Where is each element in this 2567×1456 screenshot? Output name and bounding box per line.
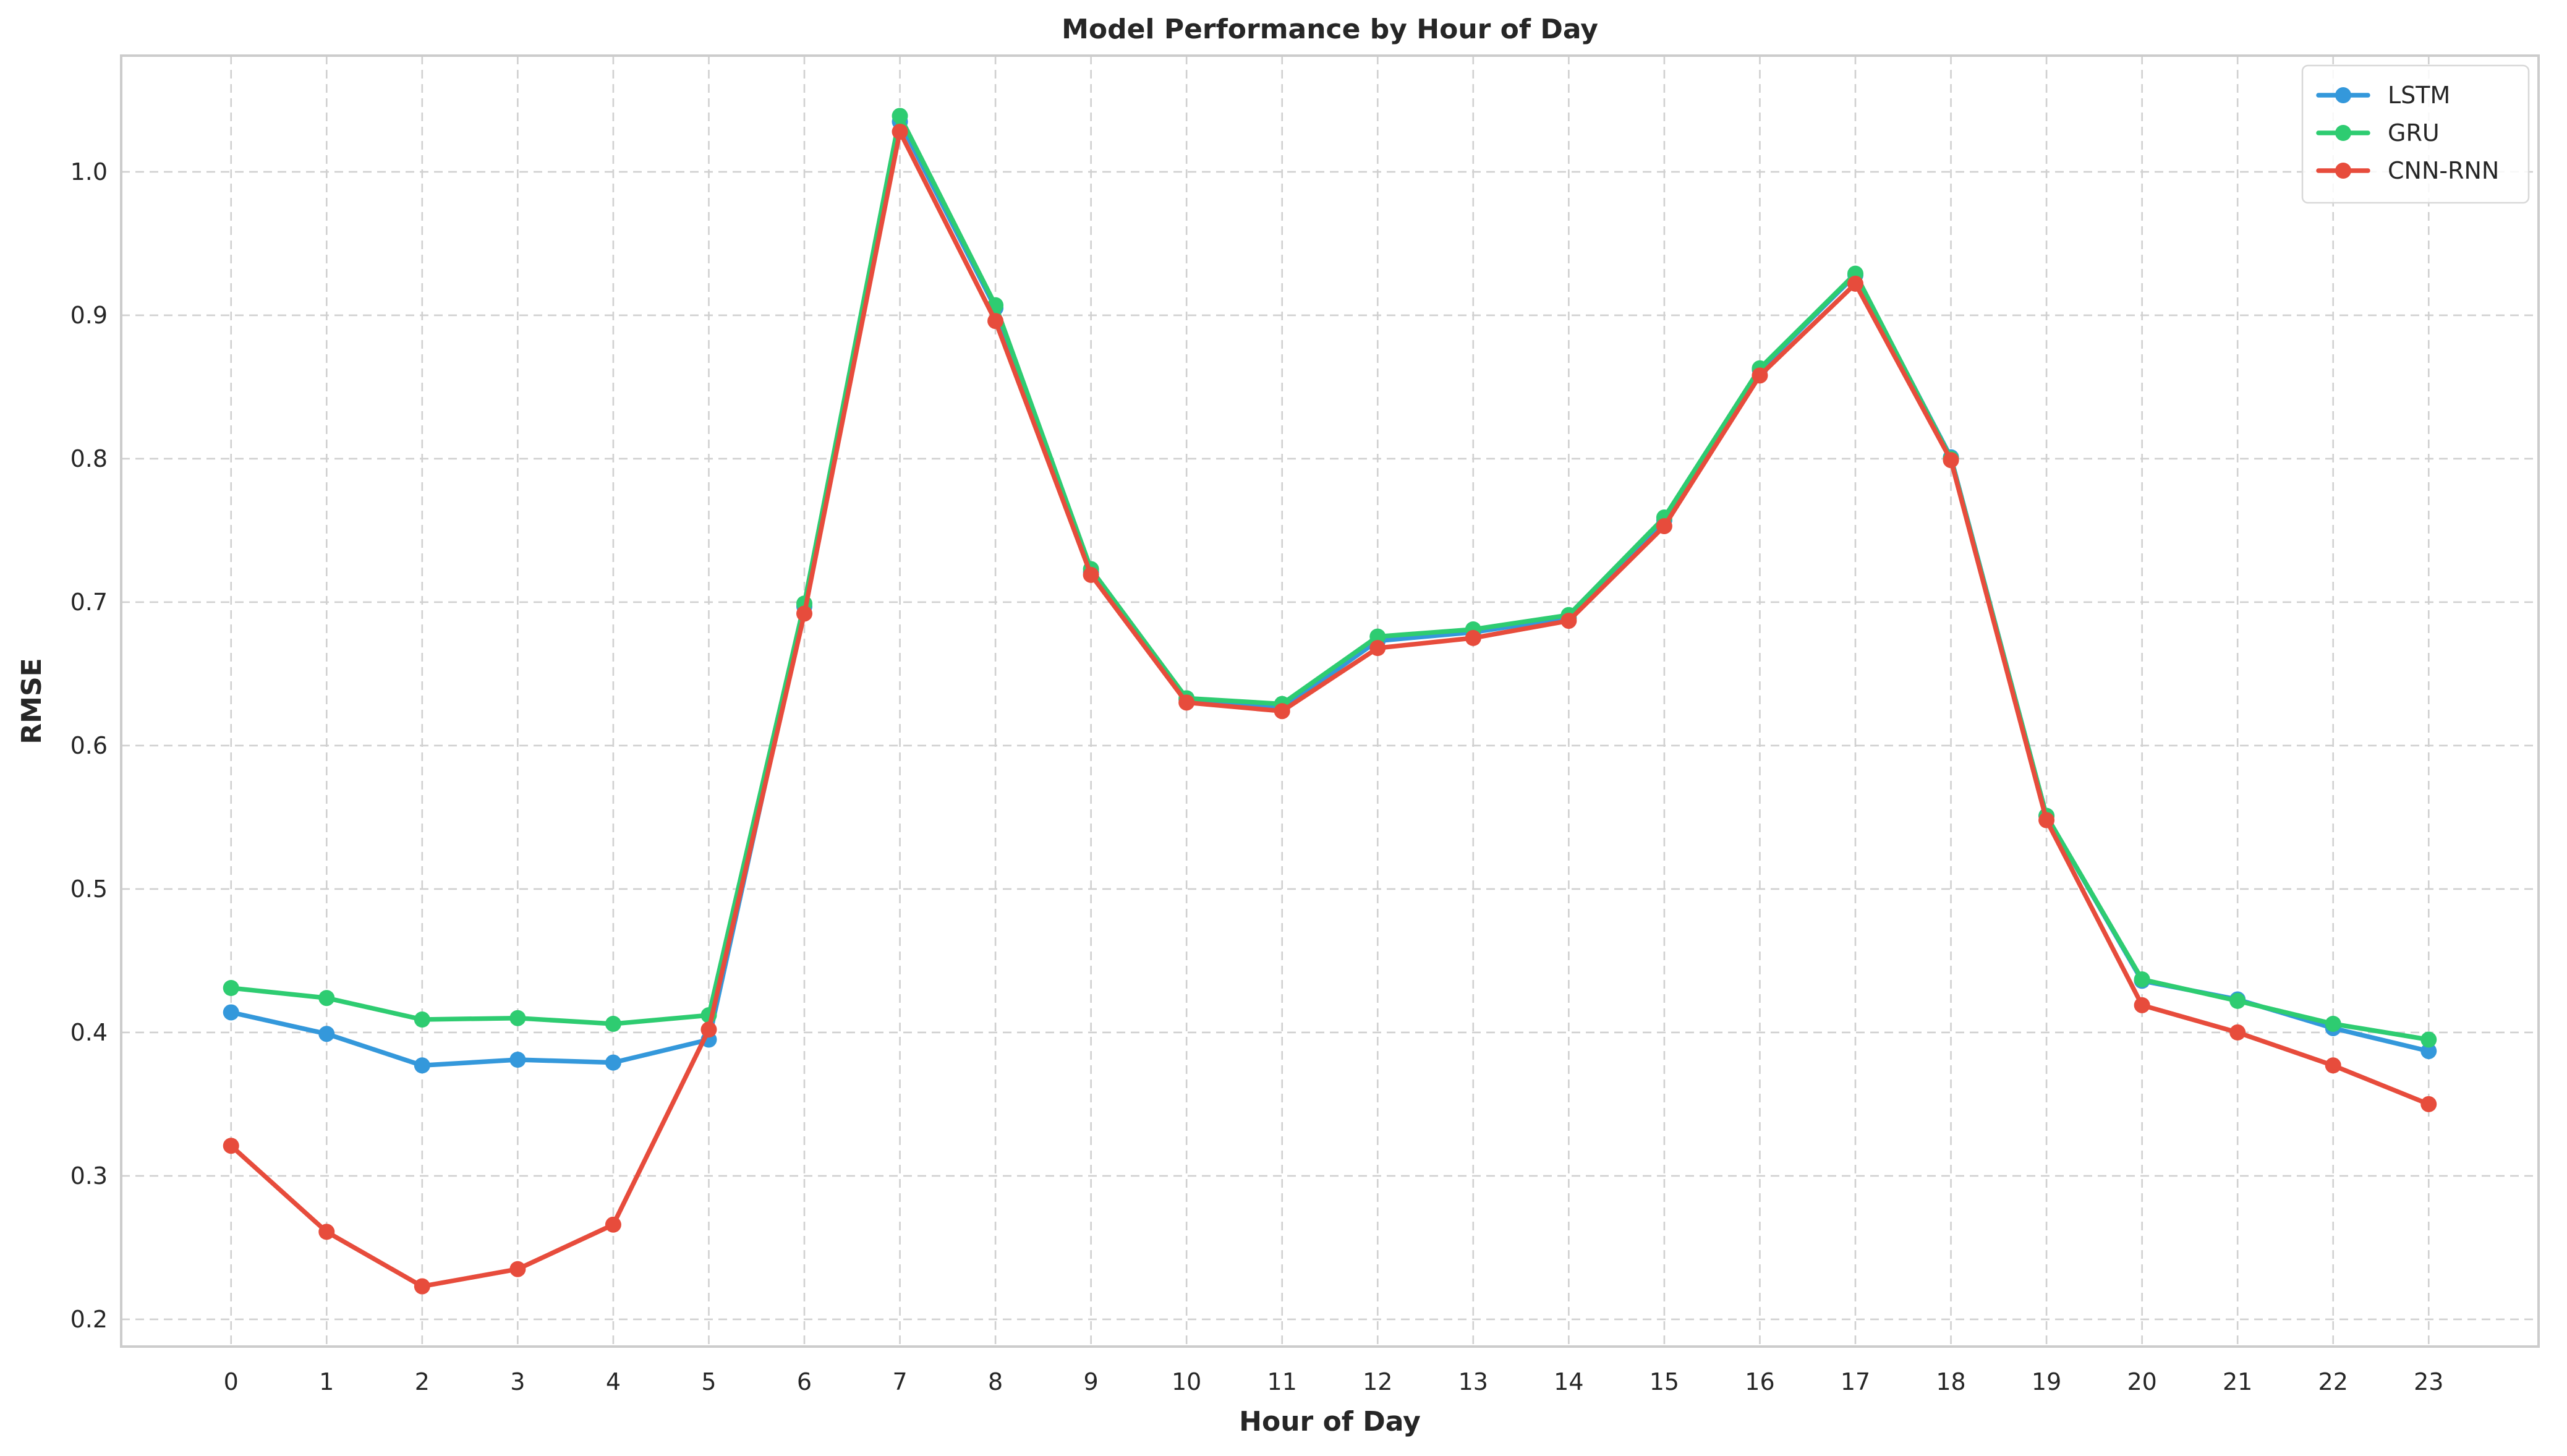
legend: LSTM GRU CNN-RNN [2302,66,2529,203]
data-point [318,990,334,1006]
data-point [700,1021,717,1037]
data-point [223,1138,239,1154]
series-line [231,132,2429,1287]
y-tick-label: 0.9 [70,302,108,329]
x-tick-label: 10 [1172,1368,1201,1395]
data-point [1847,276,1863,292]
y-axis-label: RMSE [16,658,48,744]
data-point [414,1279,430,1295]
x-axis-label: Hour of Day [1239,1406,1421,1437]
x-tick-label: 17 [1841,1368,1870,1395]
x-tick-label: 8 [988,1368,1003,1395]
data-point [796,605,812,621]
x-tick-label: 4 [606,1368,621,1395]
y-tick-label: 0.6 [70,732,108,759]
data-point [892,108,908,124]
data-point [2229,1024,2246,1041]
x-tick-label: 15 [1650,1368,1679,1395]
x-tick-label: 14 [1554,1368,1583,1395]
series-line [231,116,2429,1039]
x-tick-label: 0 [224,1368,239,1395]
y-tick-label: 0.7 [70,589,108,616]
y-axis-ticks: 0.2 0.3 0.4 0.5 0.6 0.7 0.8 0.9 1.0 [70,158,108,1333]
data-point [1274,703,1290,719]
data-point [223,980,239,996]
y-tick-label: 0.5 [70,875,108,903]
legend-label: CNN-RNN [2388,157,2499,184]
x-tick-label: 13 [1458,1368,1488,1395]
data-point [318,1026,334,1042]
x-tick-label: 16 [1745,1368,1774,1395]
legend-label: LSTM [2388,82,2450,109]
data-point [605,1217,621,1233]
plot-frame [121,56,2539,1347]
x-tick-label: 11 [1267,1368,1297,1395]
x-tick-label: 1 [319,1368,334,1395]
x-tick-label: 3 [510,1368,525,1395]
x-tick-label: 19 [2032,1368,2061,1395]
x-tick-label: 20 [2127,1368,2156,1395]
x-tick-label: 21 [2223,1368,2252,1395]
y-tick-label: 0.4 [70,1019,108,1046]
chart-title: Model Performance by Hour of Day [1062,14,1598,45]
x-tick-label: 22 [2318,1368,2348,1395]
data-point [223,1004,239,1020]
series-cnn-rnn [223,124,2437,1295]
data-point [2134,971,2150,987]
x-tick-label: 9 [1084,1368,1099,1395]
data-point [509,1261,526,1277]
data-point [1369,640,1386,656]
data-point [1560,613,1577,629]
data-point [2420,1032,2437,1048]
data-point [2134,997,2150,1013]
x-tick-label: 7 [892,1368,907,1395]
legend-label: GRU [2388,119,2440,147]
data-point [2229,993,2246,1009]
x-tick-label: 23 [2414,1368,2443,1395]
data-point [509,1010,526,1026]
x-tick-label: 6 [797,1368,812,1395]
data-point [1083,567,1099,583]
data-point [318,1224,334,1240]
data-point [1465,630,1481,646]
data-point [892,124,908,140]
data-point [414,1011,430,1028]
data-point [1656,518,1672,534]
data-point [1752,367,1768,383]
data-point [605,1055,621,1071]
x-tick-label: 5 [701,1368,716,1395]
x-axis-ticks: 0 1 2 3 4 5 6 7 8 9 10 11 12 13 14 15 16 17 18 19 20 21 22 23 [224,1368,2444,1395]
data-point [2038,812,2054,828]
data-point [987,313,1003,329]
x-tick-label: 18 [1936,1368,1965,1395]
series-gru [223,108,2437,1047]
grid [121,56,2539,1347]
data-point [414,1057,430,1073]
x-tick-label: 2 [415,1368,430,1395]
data-point [2325,1057,2341,1073]
data-point [509,1052,526,1068]
legend-swatch-marker [2335,125,2351,141]
data-point [1178,694,1194,710]
data-point [2420,1096,2437,1112]
y-tick-label: 0.3 [70,1162,108,1190]
legend-swatch-marker [2335,87,2351,103]
series-lines [223,108,2437,1294]
data-point [605,1016,621,1032]
data-point [1943,452,1959,468]
y-tick-label: 1.0 [70,158,108,185]
y-tick-label: 0.2 [70,1306,108,1333]
data-point [2325,1016,2341,1032]
legend-swatch-marker [2335,163,2351,179]
x-tick-label: 12 [1363,1368,1392,1395]
y-tick-label: 0.8 [70,445,108,472]
